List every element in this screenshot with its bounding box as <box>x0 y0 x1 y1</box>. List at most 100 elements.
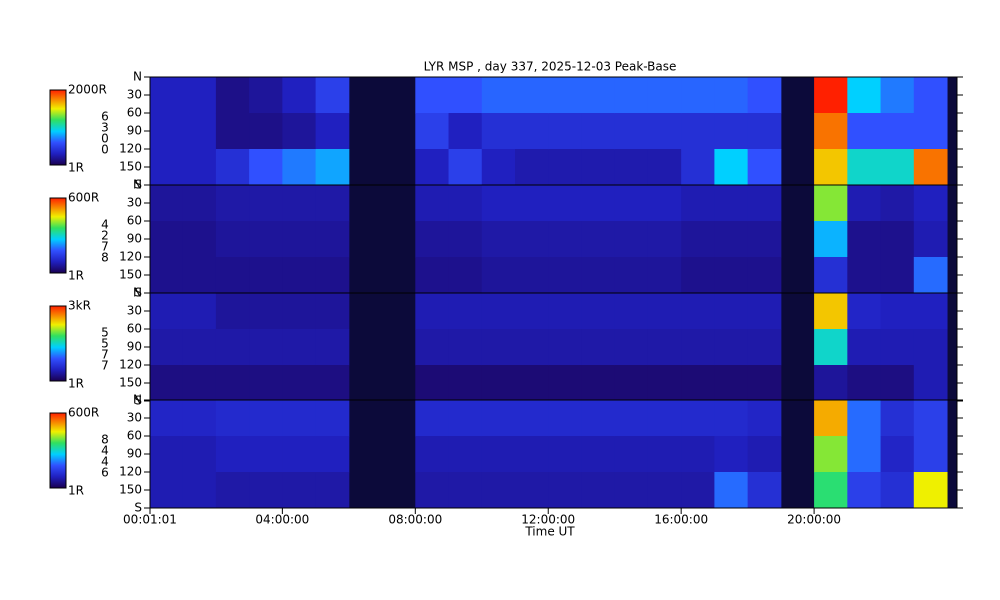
wavelength-digit: 7 <box>101 348 109 362</box>
heatmap-cell <box>714 257 749 293</box>
heatmap-cell <box>150 400 184 437</box>
heatmap-cell <box>647 221 682 258</box>
heatmap-cell <box>581 365 616 401</box>
heatmap-cell <box>481 400 516 437</box>
heatmap-cell <box>182 400 217 437</box>
heatmap-cell <box>249 365 283 401</box>
heatmap-cell <box>913 149 948 185</box>
heatmap-cell <box>182 221 217 258</box>
y-tick-label: S <box>134 394 142 408</box>
y-tick-label: 120 <box>119 358 142 372</box>
heatmap-cell <box>249 472 283 508</box>
y-tick-label: S <box>134 286 142 300</box>
y-tick-label: 30 <box>127 196 142 210</box>
heatmap-cell <box>448 436 483 473</box>
heatmap-cell <box>249 436 283 473</box>
heatmap-cell <box>448 185 483 222</box>
heatmap-cell <box>282 293 317 330</box>
heatmap-cell <box>282 113 317 150</box>
heatmap-cell <box>614 472 649 508</box>
heatmap-cell <box>182 365 217 401</box>
x-tick-label: 20:00:00 <box>787 513 841 527</box>
heatmap-cell <box>714 77 749 114</box>
heatmap-cell <box>448 472 483 508</box>
heatmap-cell <box>614 221 649 258</box>
heatmap-cell <box>150 257 184 293</box>
heatmap-cell <box>714 185 749 222</box>
colorbar-max-label: 600R <box>68 191 99 205</box>
heatmap-cell <box>415 365 450 401</box>
heatmap-cell <box>282 472 317 508</box>
heatmap-cell <box>913 365 948 401</box>
heatmap-cell <box>481 149 516 185</box>
wavelength-digit: 0 <box>101 143 109 157</box>
heatmap-cell <box>415 257 450 293</box>
heatmap-cell <box>249 221 283 258</box>
heatmap-cell <box>182 77 217 114</box>
heatmap-cell <box>681 221 715 258</box>
heatmap-cell <box>647 185 682 222</box>
heatmap <box>150 77 948 185</box>
heatmap-cell <box>249 185 283 222</box>
heatmap-cell <box>215 329 250 366</box>
y-tick-label: N <box>133 393 142 407</box>
heatmap-cell <box>315 77 350 114</box>
colorbar-max-label: 2000R <box>68 83 107 97</box>
heatmap-cell <box>249 400 283 437</box>
heatmap-cell <box>215 436 250 473</box>
heatmap-cell <box>481 77 516 114</box>
heatmap-cell <box>182 149 217 185</box>
heatmap-cell <box>814 365 848 401</box>
wavelength-digit: 0 <box>101 132 109 146</box>
heatmap-cell <box>282 400 317 437</box>
heatmap-cell <box>415 185 450 222</box>
heatmap-cell <box>515 149 549 185</box>
heatmap-cell <box>581 149 616 185</box>
heatmap-cell <box>913 293 948 330</box>
heatmap-cell <box>880 185 915 222</box>
heatmap-cell <box>448 329 483 366</box>
heatmap-cell <box>415 436 450 473</box>
wavelength-digit: 7 <box>101 359 109 373</box>
heatmap-cell <box>614 77 649 114</box>
heatmap-cell <box>847 365 882 401</box>
heatmap-cell <box>614 257 649 293</box>
y-tick-label: 30 <box>127 411 142 425</box>
heatmap-cell <box>315 149 350 185</box>
y-tick-label: 150 <box>119 268 142 282</box>
heatmap-cell <box>880 293 915 330</box>
heatmap-cell <box>814 293 848 330</box>
y-tick-label: 60 <box>127 429 142 443</box>
heatmap-cell <box>282 149 317 185</box>
heatmap-cell <box>515 472 549 508</box>
heatmap-cell <box>747 365 782 401</box>
x-tick-label: 16:00:00 <box>654 513 708 527</box>
heatmap-cell <box>581 77 616 114</box>
heatmap-cell <box>315 293 350 330</box>
heatmap-cell <box>814 329 848 366</box>
heatmap-cell <box>647 257 682 293</box>
colorbar-min-label: 1R <box>68 269 84 283</box>
heatmap-cell <box>481 257 516 293</box>
heatmap-cell <box>150 113 184 150</box>
heatmap-cell <box>315 329 350 366</box>
heatmap-cell <box>515 185 549 222</box>
heatmap-cell <box>150 436 184 473</box>
heatmap-cell <box>913 472 948 508</box>
heatmap-cell <box>182 436 217 473</box>
heatmap-cell <box>315 113 350 150</box>
y-tick-label: N <box>133 178 142 192</box>
wavelength-digit: 8 <box>101 251 109 265</box>
heatmap-cell <box>182 257 217 293</box>
heatmap-cell <box>581 472 616 508</box>
heatmap-cell <box>315 185 350 222</box>
heatmap-cell <box>249 329 283 366</box>
colorbar-min-label: 1R <box>68 377 84 391</box>
heatmap-cell <box>814 221 848 258</box>
heatmap-cell <box>515 329 549 366</box>
heatmap-cell <box>747 293 782 330</box>
heatmap-cell <box>847 113 882 150</box>
heatmap-cell <box>814 149 848 185</box>
x-tick-label: 08:00:00 <box>388 513 442 527</box>
